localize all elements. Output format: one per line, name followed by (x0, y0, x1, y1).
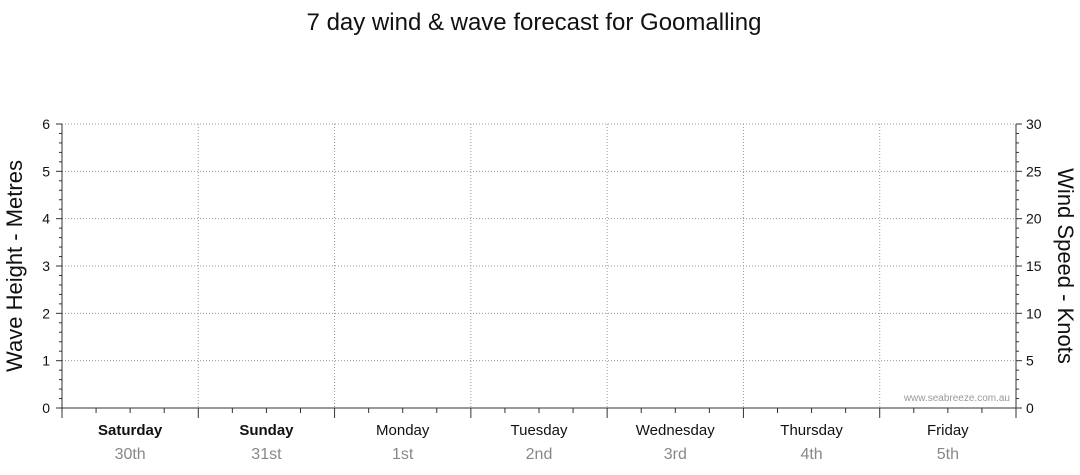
left-tick-label: 3 (42, 258, 50, 274)
day-label: Sunday (239, 422, 294, 439)
chart-title: 7 day wind & wave forecast for Goomallin… (307, 9, 762, 36)
date-label: 3rd (664, 446, 687, 463)
date-label: 1st (392, 446, 414, 463)
left-tick-label: 2 (42, 305, 50, 321)
date-label: 2nd (526, 446, 553, 463)
right-tick-label: 10 (1026, 305, 1042, 321)
left-tick-label: 4 (42, 211, 50, 227)
right-tick-label: 0 (1026, 400, 1034, 416)
right-tick-label: 5 (1026, 353, 1034, 369)
x-axis: Saturday 30th Sunday 31st Monday 1st Tuesday 2n… (61, 408, 1017, 463)
day-label: Wednesday (636, 422, 715, 439)
grid-lines (62, 123, 1016, 408)
right-tick-label: 30 (1026, 116, 1042, 132)
left-tick-label: 1 (42, 353, 50, 369)
left-axis-title: Wave Height - Metres (2, 160, 27, 372)
right-tick-label: 20 (1026, 211, 1042, 227)
day-label: Monday (376, 422, 430, 439)
right-tick-label: 15 (1026, 258, 1042, 274)
left-tick-label: 6 (42, 116, 50, 132)
date-label: 31st (251, 446, 282, 463)
right-axis: 0 5 10 15 20 25 30 (1016, 116, 1042, 416)
right-axis-title: Wind Speed - Knots (1053, 168, 1078, 364)
date-label: 30th (115, 446, 146, 463)
day-label: Saturday (98, 422, 163, 439)
left-tick-label: 0 (42, 400, 50, 416)
day-label: Friday (927, 422, 969, 439)
day-label: Thursday (780, 422, 843, 439)
day-label: Tuesday (511, 422, 568, 439)
right-tick-label: 25 (1026, 163, 1042, 179)
watermark: www.seabreeze.com.au (903, 393, 1010, 404)
date-label: 5th (937, 446, 959, 463)
left-tick-label: 5 (42, 163, 50, 179)
date-label: 4th (800, 446, 822, 463)
left-axis: 0 1 2 3 4 5 6 (42, 116, 62, 416)
